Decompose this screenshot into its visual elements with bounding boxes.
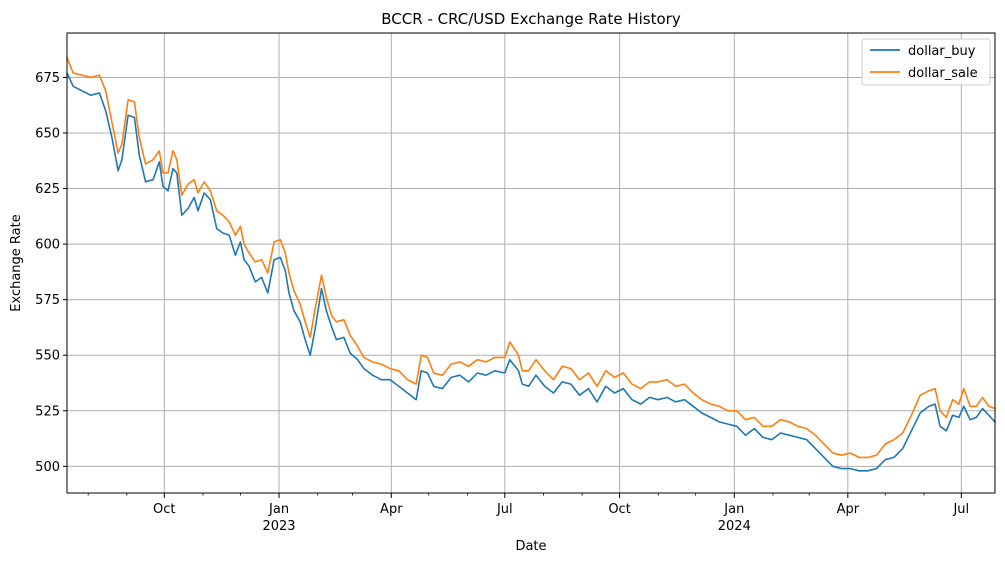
x-tick-label-apr: Apr bbox=[837, 502, 860, 517]
x-tick-label-jan: Jan bbox=[723, 502, 744, 517]
x-tick-year-2024: 2024 bbox=[718, 519, 751, 534]
y-tick-label-525: 525 bbox=[35, 404, 60, 419]
series-lines bbox=[66, 56, 996, 472]
y-tick-label-575: 575 bbox=[35, 293, 60, 308]
x-tick-label-jul: Jul bbox=[496, 502, 513, 517]
chart-title: BCCR - CRC/USD Exchange Rate History bbox=[381, 10, 681, 28]
legend-label-dollar-buy: dollar_buy bbox=[908, 44, 976, 59]
grid-lines bbox=[67, 33, 995, 493]
y-tick-label-600: 600 bbox=[35, 238, 60, 253]
x-tick-label-jul: Jul bbox=[952, 502, 969, 517]
y-tick-label-550: 550 bbox=[35, 349, 60, 364]
legend: dollar_buy dollar_sale bbox=[861, 38, 991, 86]
series-line-dollar-buy bbox=[66, 72, 996, 472]
y-tick-label-500: 500 bbox=[35, 460, 60, 475]
x-tick-year-2023: 2023 bbox=[262, 519, 295, 534]
plot-frame bbox=[66, 32, 996, 494]
y-tick-label-675: 675 bbox=[35, 71, 60, 86]
x-tick-label-oct: Oct bbox=[153, 502, 175, 517]
x-tick-label-jan: Jan bbox=[268, 502, 289, 517]
axis-ticks: 500 525 550 575 600 625 650 675 Oct Jan 2023 Apr Jul… bbox=[35, 71, 969, 534]
x-tick-label-oct: Oct bbox=[608, 502, 630, 517]
y-tick-label-625: 625 bbox=[35, 182, 60, 197]
legend-label-dollar-sale: dollar_sale bbox=[908, 66, 978, 81]
y-tick-label-650: 650 bbox=[35, 127, 60, 142]
x-axis-label: Date bbox=[515, 539, 546, 554]
series-line-dollar-sale bbox=[66, 56, 996, 459]
x-tick-label-apr: Apr bbox=[380, 502, 403, 517]
y-axis-label: Exchange Rate bbox=[9, 214, 24, 311]
